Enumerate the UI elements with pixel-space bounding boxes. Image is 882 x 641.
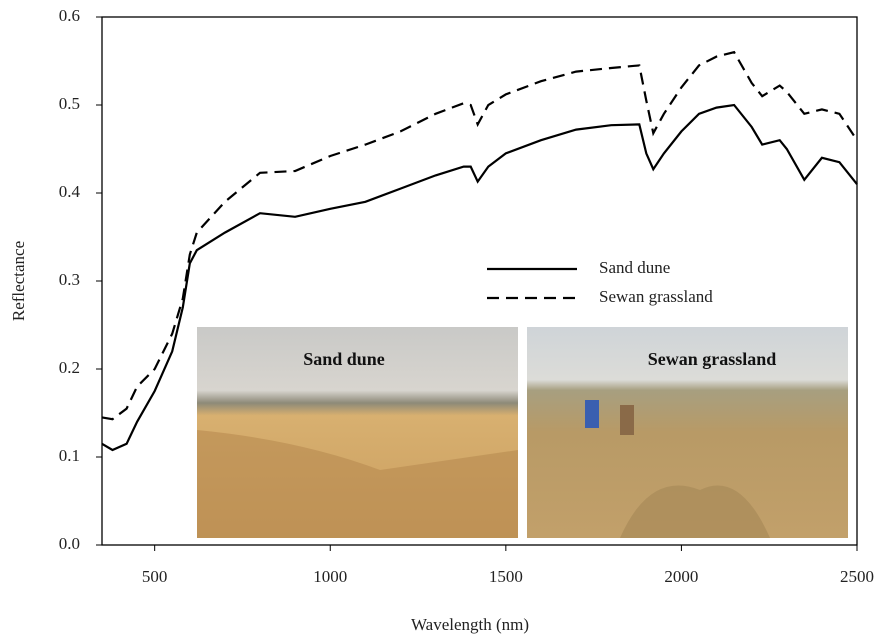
dune-shadow	[197, 430, 518, 538]
plot-area: Sand dune Sewan grassland	[101, 50, 858, 452]
x-tick-label: 2000	[664, 567, 698, 586]
y-tick-label: 0.5	[59, 94, 80, 113]
legend-label: Sewan grassland	[599, 287, 713, 306]
grass-tuft	[620, 485, 770, 538]
y-axis-label: Reflectance	[9, 241, 28, 321]
legend-label: Sand dune	[599, 258, 670, 277]
y-tick-label: 0.3	[59, 270, 80, 289]
x-tick-label: 2500	[840, 567, 874, 586]
inset-photos: Sand dune Sewan grassland	[197, 327, 848, 538]
x-tick-label: 1000	[313, 567, 347, 586]
x-tick-label: 500	[142, 567, 168, 586]
y-tick-label: 0.6	[59, 6, 80, 25]
series-line	[101, 103, 858, 452]
person	[585, 400, 599, 428]
x-tick-label: 1500	[489, 567, 523, 586]
annotation: Sand dune	[303, 349, 385, 369]
y-tick-label: 0.1	[59, 446, 80, 465]
series-line	[101, 50, 858, 421]
axes: 0.0 0.1 0.2 0.3 0.4 0.5 0.6 500 1000 1500 2000 2500	[59, 6, 874, 586]
y-tick-label: 0.2	[59, 358, 80, 377]
y-tick-label: 0.0	[59, 534, 80, 553]
person	[620, 405, 634, 435]
x-axis-label: Wavelength (nm)	[411, 615, 529, 634]
annotation: Sewan grassland	[648, 349, 777, 369]
y-tick-label: 0.4	[59, 182, 81, 201]
